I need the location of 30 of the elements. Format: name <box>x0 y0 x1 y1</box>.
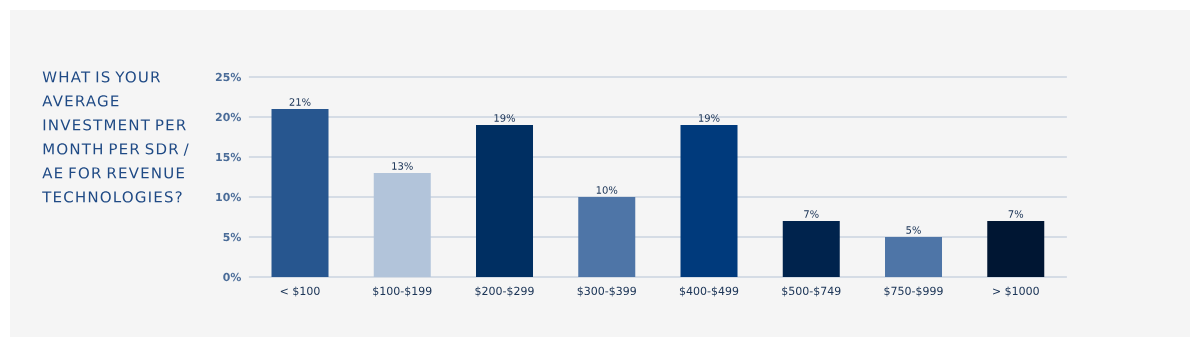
y-tick-label: 15% <box>216 152 242 162</box>
text: WHAT IS YOUR AVERAGE INVESTMENT PER MONTH PER SDR / AE FOR REVENUE TECHNOLOGIES? <box>42 71 189 203</box>
y-tick-label: 5% <box>223 232 242 242</box>
bar <box>885 237 943 278</box>
x-tick-label: $400-$499 <box>679 286 739 297</box>
bar <box>476 125 534 278</box>
data-label: 19% <box>698 114 720 122</box>
x-tick-label: $500-$749 <box>782 286 841 297</box>
x-tick-label: $300-$399 <box>577 286 636 297</box>
bar <box>680 125 738 278</box>
x-tick-label: $100-$199 <box>373 286 432 297</box>
x-tick-label: < $100 <box>280 286 320 297</box>
x-tick-label: $750-$999 <box>884 286 943 297</box>
x-tick-label: > $1000 <box>993 286 1039 297</box>
y-tick-label: 25% <box>215 72 242 82</box>
y-tick-label: 20% <box>215 112 242 122</box>
data-label: 21% <box>289 98 311 106</box>
y-tick-label: 10% <box>216 192 242 202</box>
y-tick-label: 0% <box>223 272 242 282</box>
data-label: 5% <box>906 226 921 234</box>
bar <box>782 221 840 278</box>
bar <box>578 197 636 278</box>
data-label: 10% <box>596 186 618 194</box>
data-label: 7% <box>1008 210 1024 218</box>
bar <box>271 109 329 278</box>
bar <box>987 221 1045 278</box>
data-label: 19% <box>494 114 516 122</box>
data-label: 7% <box>804 210 819 218</box>
x-tick-label: $200-$299 <box>475 286 534 297</box>
data-label: 13% <box>392 162 413 170</box>
